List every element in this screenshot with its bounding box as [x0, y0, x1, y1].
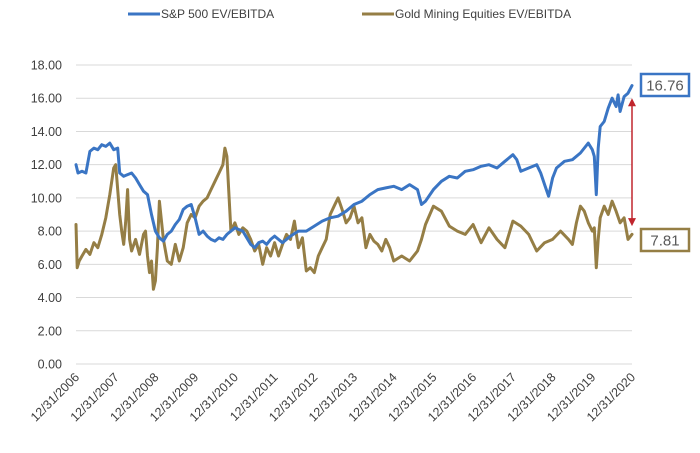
y-tick-label: 12.00	[31, 158, 62, 172]
gap-arrow-head-down	[628, 218, 636, 227]
y-tick-label: 6.00	[38, 258, 62, 272]
x-axis-ticks: 12/31/200612/31/200712/31/200812/31/2009…	[28, 370, 638, 424]
gap-arrow-head-up	[628, 98, 636, 107]
end-label-gold: 7.81	[639, 227, 691, 253]
end-label-sp500-box	[639, 72, 691, 98]
series-line-gold	[74, 146, 634, 291]
annotations	[628, 98, 636, 227]
y-tick-label: 2.00	[38, 324, 62, 338]
y-tick-label: 4.00	[38, 291, 62, 305]
y-tick-label: 8.00	[38, 225, 62, 239]
legend: S&P 500 EV/EBITDA Gold Mining Equities E…	[128, 7, 571, 21]
y-tick-label: 18.00	[31, 59, 62, 73]
series-line-sp500	[74, 84, 634, 250]
legend-label-gold: Gold Mining Equities EV/EBITDA	[395, 7, 571, 21]
end-label-gold-text: 7.81	[650, 233, 679, 250]
y-axis-ticks: 0.00 2.00 4.00 6.00 8.00 10.00 12.00 14.00 16.00…	[31, 59, 62, 372]
end-label-sp500-text: 16.76	[646, 78, 684, 95]
y-tick-label: 16.00	[31, 92, 62, 106]
end-label-gold-box	[639, 227, 691, 253]
end-label-sp500: 16.76	[639, 72, 691, 98]
series-lines	[74, 84, 634, 291]
gridlines	[76, 64, 632, 365]
y-tick-label: 0.00	[38, 358, 62, 372]
end-value-labels: 16.76 7.81	[639, 72, 691, 253]
y-tick-label: 10.00	[31, 191, 62, 205]
y-tick-label: 14.00	[31, 125, 62, 139]
legend-label-sp500: S&P 500 EV/EBITDA	[161, 7, 274, 21]
